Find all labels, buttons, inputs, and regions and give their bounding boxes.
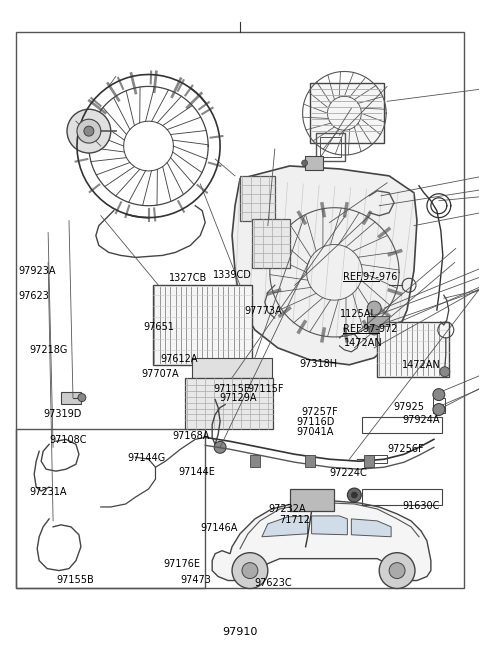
Text: 97623C: 97623C [254, 578, 292, 588]
Text: 97612A: 97612A [161, 354, 198, 364]
Circle shape [84, 126, 94, 136]
Text: 97176E: 97176E [164, 559, 201, 569]
Circle shape [367, 301, 381, 315]
Polygon shape [232, 166, 417, 365]
Bar [367, 316, 389, 326]
Text: 1327CB: 1327CB [169, 273, 208, 283]
Bar [433, 398, 445, 413]
Circle shape [433, 388, 445, 401]
Bar [315, 133, 346, 161]
Text: 97129A: 97129A [219, 394, 256, 403]
Bar [367, 455, 387, 463]
Bar [305, 156, 323, 170]
Circle shape [351, 492, 357, 498]
Text: 97651: 97651 [144, 322, 174, 333]
Text: 91630C: 91630C [402, 501, 440, 511]
Bar [310, 83, 384, 143]
Text: 97041A: 97041A [296, 426, 334, 437]
Text: 1472AN: 1472AN [344, 338, 383, 348]
Bar [16, 31, 464, 588]
Polygon shape [351, 519, 391, 537]
Bar [364, 455, 374, 467]
Circle shape [214, 441, 226, 453]
Circle shape [440, 367, 450, 377]
Bar [377, 322, 449, 377]
Text: 97146A: 97146A [201, 523, 238, 533]
Circle shape [78, 394, 86, 402]
Bar [362, 489, 442, 505]
Text: 97168A: 97168A [172, 431, 210, 441]
Bar [290, 489, 335, 511]
Bar [305, 455, 314, 467]
Text: 97473: 97473 [180, 575, 211, 585]
Text: 71712: 71712 [279, 515, 310, 525]
Polygon shape [212, 501, 431, 580]
Bar [153, 285, 252, 365]
Bar [252, 219, 290, 269]
Text: 97218G: 97218G [29, 345, 68, 354]
Bar [362, 417, 442, 434]
Bar [192, 358, 272, 378]
Bar [250, 455, 260, 467]
Text: 97155B: 97155B [56, 575, 94, 585]
Bar [185, 378, 273, 430]
Text: 97318H: 97318H [299, 359, 337, 369]
Text: 97144E: 97144E [178, 467, 215, 477]
Text: 97623: 97623 [19, 291, 49, 301]
Text: 97224C: 97224C [330, 468, 368, 478]
Text: 1472AN: 1472AN [402, 360, 441, 370]
Text: 97707A: 97707A [142, 369, 180, 379]
Circle shape [242, 563, 258, 578]
Bar [61, 392, 81, 403]
Circle shape [232, 553, 268, 588]
Text: 97773A: 97773A [245, 306, 282, 316]
Text: 97232A: 97232A [269, 504, 306, 514]
Text: 97319D: 97319D [43, 409, 82, 419]
Text: 97116D: 97116D [296, 417, 335, 427]
Text: 97108C: 97108C [49, 434, 86, 445]
Polygon shape [312, 516, 348, 534]
Text: 97923A: 97923A [19, 267, 56, 276]
Text: 1339CD: 1339CD [213, 271, 252, 280]
Text: 97231A: 97231A [29, 487, 67, 496]
Text: 97925: 97925 [394, 402, 425, 412]
Circle shape [67, 109, 111, 153]
Text: 97144G: 97144G [127, 453, 166, 462]
Text: REF.97-976: REF.97-976 [343, 272, 397, 282]
Circle shape [301, 160, 308, 166]
Text: 97115F: 97115F [248, 384, 284, 394]
Polygon shape [262, 516, 308, 537]
Circle shape [369, 325, 379, 335]
Bar [320, 137, 341, 157]
Text: 1125AL: 1125AL [340, 309, 377, 320]
Text: 97115E: 97115E [213, 384, 250, 394]
Circle shape [389, 563, 405, 578]
Text: 97256F: 97256F [387, 443, 424, 454]
Text: 97910: 97910 [222, 627, 258, 637]
Text: REF.97-972: REF.97-972 [343, 324, 397, 334]
Circle shape [348, 488, 361, 502]
Bar [16, 430, 205, 588]
Text: 97257F: 97257F [301, 407, 338, 417]
Circle shape [379, 553, 415, 588]
Circle shape [433, 403, 445, 415]
Text: 97924A: 97924A [402, 415, 440, 425]
Bar [240, 176, 275, 221]
Circle shape [77, 119, 101, 143]
